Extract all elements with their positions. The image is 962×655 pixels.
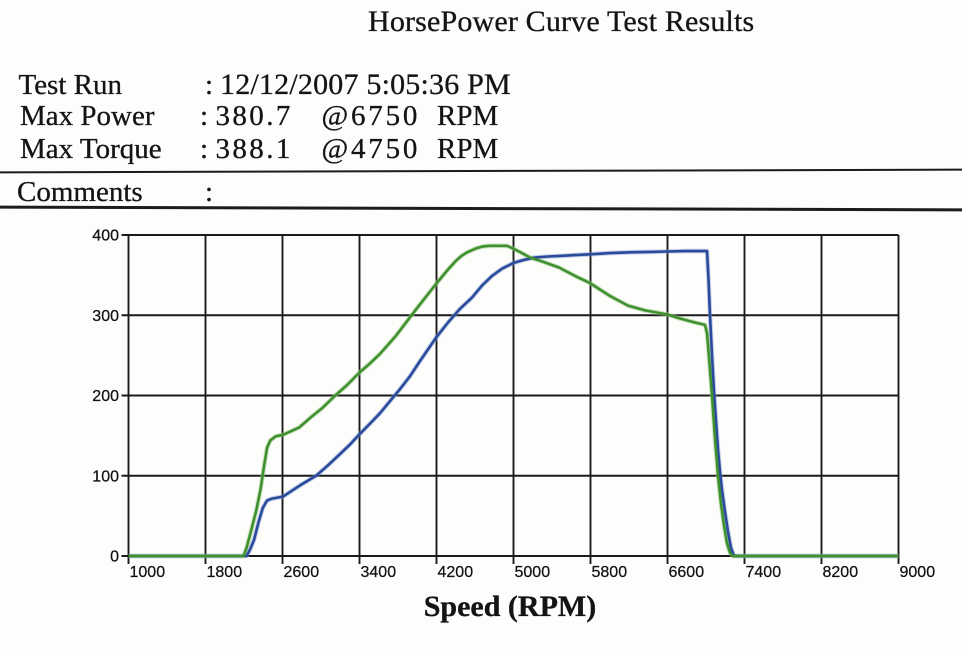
svg-text:400: 400 <box>92 228 119 245</box>
svg-text:7400: 7400 <box>746 564 782 581</box>
svg-text:200: 200 <box>92 388 119 405</box>
svg-text:9000: 9000 <box>900 564 936 581</box>
svg-text:4200: 4200 <box>438 564 474 581</box>
svg-text:Speed (RPM): Speed (RPM) <box>424 590 596 623</box>
svg-text:1800: 1800 <box>207 564 243 581</box>
svg-text:100: 100 <box>92 468 119 485</box>
svg-text:6600: 6600 <box>669 564 705 581</box>
svg-text:0: 0 <box>110 549 119 566</box>
svg-text:5800: 5800 <box>592 564 628 581</box>
svg-text:2600: 2600 <box>284 564 320 581</box>
svg-text:8200: 8200 <box>823 564 859 581</box>
svg-text:1000: 1000 <box>130 564 166 581</box>
svg-text:5000: 5000 <box>515 564 551 581</box>
svg-text:3400: 3400 <box>361 564 397 581</box>
svg-text:300: 300 <box>92 308 119 325</box>
